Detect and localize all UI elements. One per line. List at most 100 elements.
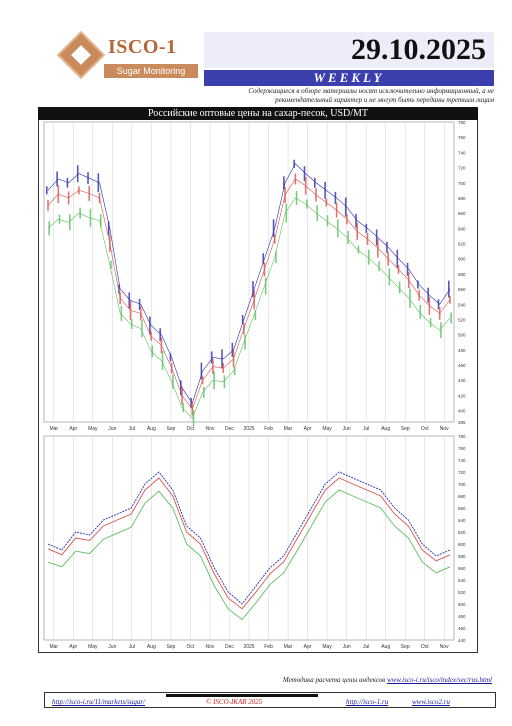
panel-1-y-tick-label: 760 [458,446,466,451]
panel-1-x-tick-label: Nov [440,644,449,650]
panel-1-series-2-line [47,489,451,621]
panel-1-x-tick-label: Oct [187,644,195,650]
panel-0-x-tick-label: Apr [69,426,77,432]
panel-0-series-1-line [47,178,451,410]
panel-0-y-tick-label: 780 [458,120,466,125]
panel-0-y-tick-label: 420 [458,393,466,398]
panel-0-x-tick-label: Oct [187,426,195,432]
footer [44,692,496,708]
panel-0-x-tick-label: Jul [363,426,369,432]
panel-1-y-tick-label: 680 [458,494,466,499]
footer-link-1[interactable]: http://isco-1.ru [346,698,389,706]
date-box: 29.10.2025 [204,32,494,68]
footer-link-2[interactable]: www.isco2.ru [412,698,450,706]
panel-0-series-0-line [47,163,451,404]
panel-0-y-tick-label: 700 [458,181,466,186]
panel-0-y-tick-label: 385 [458,420,466,425]
panel-0-y-tick-label: 560 [458,287,466,292]
chart-title: Российские оптовые цены на сахар-песок, … [38,107,478,120]
panel-1-y-tick-label: 720 [458,470,466,475]
panel-1-x-tick-label: Sep [401,644,410,650]
panel-0-x-tick-label: Nov [440,426,449,432]
panel-1-y-tick-label: 700 [458,482,466,487]
panel-0-x-tick-label: Nov [205,426,214,432]
panel-1-x-tick-label: Jun [108,644,116,650]
panel-1-series-0-line [47,471,451,605]
weekly-bar: WEEKLY [204,70,494,86]
panel-0-x-tick-label: Dec [225,426,234,432]
panel-1-x-tick-label: May [88,644,98,650]
panel-1-y-tick-label: 780 [458,434,466,439]
panel-1-x-tick-label: Feb [264,644,273,650]
panel-1-y-tick-label: 580 [458,554,466,559]
panel-0-y-tick-label: 480 [458,348,466,353]
panel-1-x-tick-label: Sep [166,644,175,650]
panel-0-y-tick-label: 720 [458,166,466,171]
footer-copyright: © ISCO-IKAR 2025 [206,698,263,706]
panel-0-y-tick-label: 400 [458,409,466,414]
panel-1-y-tick-label: 660 [458,506,466,511]
panel-1-x-tick-label: Jun [343,644,351,650]
panel-0-y-tick-label: 440 [458,378,466,383]
panel-0-x-tick-label: Mar [284,426,293,432]
panel-0-y-tick-label: 760 [458,135,466,140]
panel-1-x-tick-label: Aug [147,644,156,650]
panel-1-x-tick-label: Jul [129,644,135,650]
panel-1-x-tick-label: May [322,644,332,650]
panel-1-y-tick-label: 500 [458,602,466,607]
panel-0-y-tick-label: 580 [458,272,466,277]
panel-1-y-tick-label: 640 [458,518,466,523]
source-link[interactable]: www.isco-i.ru/isco/index/sec/rus.html [386,676,492,684]
panel-1-x-tick-label: Jul [363,644,369,650]
logo-diamond-icon [56,30,106,80]
panel-0-y-tick-label: 460 [458,363,466,368]
panel-0-x-tick-label: Jul [129,426,135,432]
footer-divider [166,694,318,697]
panel-0-y-tick-label: 640 [458,226,466,231]
panel-1-x-tick-label: Dec [225,644,234,650]
panel-1-y-tick-label: 460 [458,626,466,631]
panel-0-x-tick-label: 2025 [243,426,254,432]
panel-0-x-tick-label: Jun [343,426,351,432]
panel-0-x-tick-label: Sep [166,426,175,432]
panel-1-y-tick-label: 620 [458,530,466,535]
panel-0-y-tick-label: 680 [458,196,466,201]
logo-name: ISCO-1 [108,36,177,58]
panel-0-y-tick-label: 540 [458,302,466,307]
panel-1-x-tick-label: Aug [381,644,390,650]
panel-1-y-tick-label: 600 [458,542,466,547]
panel-1-x-tick-label: Nov [205,644,214,650]
panel-1-y-tick-label: 560 [458,566,466,571]
panel-0-y-tick-label: 660 [458,211,466,216]
panel-0-series-2-line [47,197,451,419]
source-text: Методика расчета цены индексов [282,676,386,684]
footer-left-link[interactable]: http://isco-i.ru/11/markets/sugar/ [52,698,146,706]
panel-1-x-tick-label: Mar [49,644,58,650]
panel-0-x-tick-label: Feb [264,426,273,432]
panel-1-y-tick-label: 480 [458,614,466,619]
panel-1-series-1-line [47,477,451,610]
panel-1-y-tick-label: 440 [458,638,466,643]
panel-0-x-tick-label: Apr [304,426,312,432]
panel-0-y-tick-label: 520 [458,317,466,322]
report-date: 29.10.2025 [351,33,486,66]
panel-0-x-tick-label: Jun [108,426,116,432]
panel-1-x-tick-label: Mar [284,644,293,650]
panel-1-y-tick-label: 540 [458,578,466,583]
panel-0-x-tick-label: Sep [401,426,410,432]
panel-0-x-tick-label: May [88,426,98,432]
disclaimer: Содержащиеся в обзоре материалы носят ис… [248,87,494,104]
panel-0-x-tick-label: Aug [381,426,390,432]
panel-1-x-tick-label: 2025 [243,644,254,650]
weekly-label: WEEKLY [313,70,385,85]
logo-subtitle: Sugar Monitoring [104,64,198,78]
panel-0-x-tick-label: May [322,426,332,432]
panel-1-x-tick-label: Apr [69,644,77,650]
panel-1-x-tick-label: Apr [304,644,312,650]
logo: ISCO-1 Sugar Monitoring [56,30,200,84]
panel-1-y-tick-label: 520 [458,590,466,595]
panel-0-x-tick-label: Mar [49,426,58,432]
panel-0-x-tick-label: Oct [421,426,429,432]
panel-1-x-tick-label: Oct [421,644,429,650]
chart-area: Mar Apr May Jun Jul Aug Sep Oct Nov Dec 2025 Feb Mar… [43,120,466,650]
